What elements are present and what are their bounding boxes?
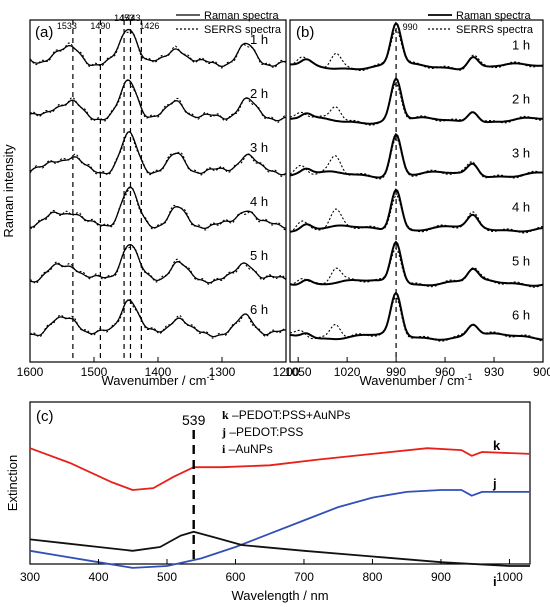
raman-trace-3 bbox=[29, 130, 287, 176]
x-tick-label-c-500: 500 bbox=[157, 570, 177, 584]
series-label-j: j bbox=[492, 476, 497, 491]
trace-label-4: 4 h bbox=[250, 194, 268, 209]
x-tick-label-c-400: 400 bbox=[88, 570, 108, 584]
panel-b-label: (b) bbox=[296, 24, 314, 41]
x-tick-label-c-800: 800 bbox=[362, 570, 382, 584]
panel-b-legend: Raman spectra SERRS spectra bbox=[428, 10, 534, 36]
raman-trace-1 bbox=[29, 28, 286, 68]
trace-label-3: 3 h bbox=[512, 145, 530, 160]
raman-trace-6 bbox=[289, 291, 544, 341]
svg-text:i –AuNPs: i –AuNPs bbox=[222, 442, 273, 456]
panel-a-xlabel: Wavenumber / cm-1 bbox=[101, 372, 214, 388]
peak-label-1443: 1443 bbox=[120, 13, 140, 23]
x-tick-label-900: 900 bbox=[533, 365, 550, 379]
serrs-trace-1 bbox=[289, 29, 544, 72]
x-tick-label-1020: 1020 bbox=[334, 365, 361, 379]
annotation-539: 539 bbox=[182, 412, 206, 428]
trace-label-2: 2 h bbox=[512, 91, 530, 106]
serrs-trace-4 bbox=[29, 186, 287, 231]
x-tick-label-c-300: 300 bbox=[20, 570, 40, 584]
x-tick-label-1050: 1050 bbox=[285, 365, 312, 379]
trace-label-1: 1 h bbox=[250, 32, 268, 47]
peak-label-1490: 1490 bbox=[90, 21, 110, 31]
raman-trace-1 bbox=[290, 21, 544, 71]
serrs-trace-5 bbox=[289, 247, 544, 288]
raman-trace-2 bbox=[29, 79, 287, 122]
panel-b-xlabel: Wavenumber / cm-1 bbox=[359, 372, 472, 388]
serrs-trace-4 bbox=[289, 194, 544, 234]
raman-trace-3 bbox=[289, 132, 544, 179]
svg-text:j –PEDOT:PSS: j –PEDOT:PSS bbox=[221, 425, 303, 439]
series-k-line bbox=[29, 447, 531, 491]
x-tick-label-c-600: 600 bbox=[225, 570, 245, 584]
y-axis-label: Raman intensity bbox=[1, 144, 16, 238]
raman-trace-4 bbox=[289, 188, 544, 233]
x-tick-label-c-1000: 1000 bbox=[496, 570, 523, 584]
raman-trace-4 bbox=[29, 186, 287, 230]
legend-raman: Raman spectra bbox=[204, 10, 279, 22]
raman-trace-2 bbox=[289, 77, 544, 125]
x-tick-label-1600: 1600 bbox=[17, 365, 44, 379]
panel-c-label: (c) bbox=[36, 408, 54, 425]
trace-label-3: 3 h bbox=[250, 140, 268, 155]
legend-j: PEDOT:PSS bbox=[236, 425, 303, 439]
panel-c-legend: k –PEDOT:PSS+AuNPs j –PEDOT:PSS i –AuNPs bbox=[221, 408, 350, 456]
peak-label-1533: 1533 bbox=[57, 21, 77, 31]
panel-c-frame bbox=[29, 401, 531, 565]
panel-a-label: (a) bbox=[35, 24, 53, 41]
series-i-line bbox=[29, 530, 530, 567]
raman-trace-5 bbox=[289, 240, 544, 287]
serrs-trace-2 bbox=[289, 82, 544, 126]
panel-c: (c) Extinction k j i 539 300 400 500 600 700 800… bbox=[5, 401, 531, 603]
panel-b-frame bbox=[289, 19, 544, 363]
trace-label-2: 2 h bbox=[250, 86, 268, 101]
serrs-trace-5 bbox=[29, 246, 287, 285]
trace-label-6: 6 h bbox=[512, 307, 530, 322]
x-tick-label-1300: 1300 bbox=[209, 365, 236, 379]
peak-label-1426: 1426 bbox=[139, 21, 159, 31]
serrs-trace-2 bbox=[29, 79, 287, 123]
serrs-trace-3 bbox=[289, 137, 544, 180]
panel-a-legend: Raman spectra SERRS spectra bbox=[176, 10, 282, 36]
peak-label-1453: 1453 bbox=[114, 13, 134, 23]
x-tick-label-1500: 1500 bbox=[81, 365, 108, 379]
series-label-i: i bbox=[493, 574, 497, 589]
series-label-k: k bbox=[493, 438, 501, 453]
legend-serrs-b: SERRS spectra bbox=[456, 24, 534, 36]
panel-a-frame bbox=[29, 19, 287, 363]
trace-label-5: 5 h bbox=[250, 248, 268, 263]
panel-c-xlabel: Wavelength / nm bbox=[231, 588, 328, 603]
x-tick-label-1200: 1200 bbox=[273, 365, 300, 379]
svg-text:k –PEDOT:PSS+AuNPs: k –PEDOT:PSS+AuNPs bbox=[222, 408, 350, 422]
trace-label-6: 6 h bbox=[250, 302, 268, 317]
legend-raman-b: Raman spectra bbox=[456, 10, 531, 22]
x-tick-label-1400: 1400 bbox=[145, 365, 172, 379]
y-axis-label-c: Extinction bbox=[5, 455, 20, 511]
serrs-trace-6 bbox=[29, 299, 287, 339]
x-tick-label-960: 960 bbox=[435, 365, 455, 379]
series-j-line bbox=[29, 489, 530, 569]
x-tick-label-930: 930 bbox=[484, 365, 504, 379]
x-tick-label-c-700: 700 bbox=[294, 570, 314, 584]
legend-k: PEDOT:PSS+AuNPs bbox=[239, 408, 351, 422]
trace-label-5: 5 h bbox=[512, 253, 530, 268]
legend-i: AuNPs bbox=[235, 442, 272, 456]
trace-label-1: 1 h bbox=[512, 37, 530, 52]
x-tick-label-990: 990 bbox=[386, 365, 406, 379]
x-tick-label-c-900: 900 bbox=[431, 570, 451, 584]
serrs-trace-1 bbox=[29, 31, 287, 69]
panel-b: (b) 990 1 h 2 h 3 h 4 h 5 h 6 h 1050 1020 990 96… bbox=[285, 10, 550, 388]
legend-serrs: SERRS spectra bbox=[204, 24, 282, 36]
serrs-trace-6 bbox=[289, 296, 544, 342]
trace-label-4: 4 h bbox=[512, 199, 530, 214]
peak-label-990: 990 bbox=[403, 22, 418, 32]
